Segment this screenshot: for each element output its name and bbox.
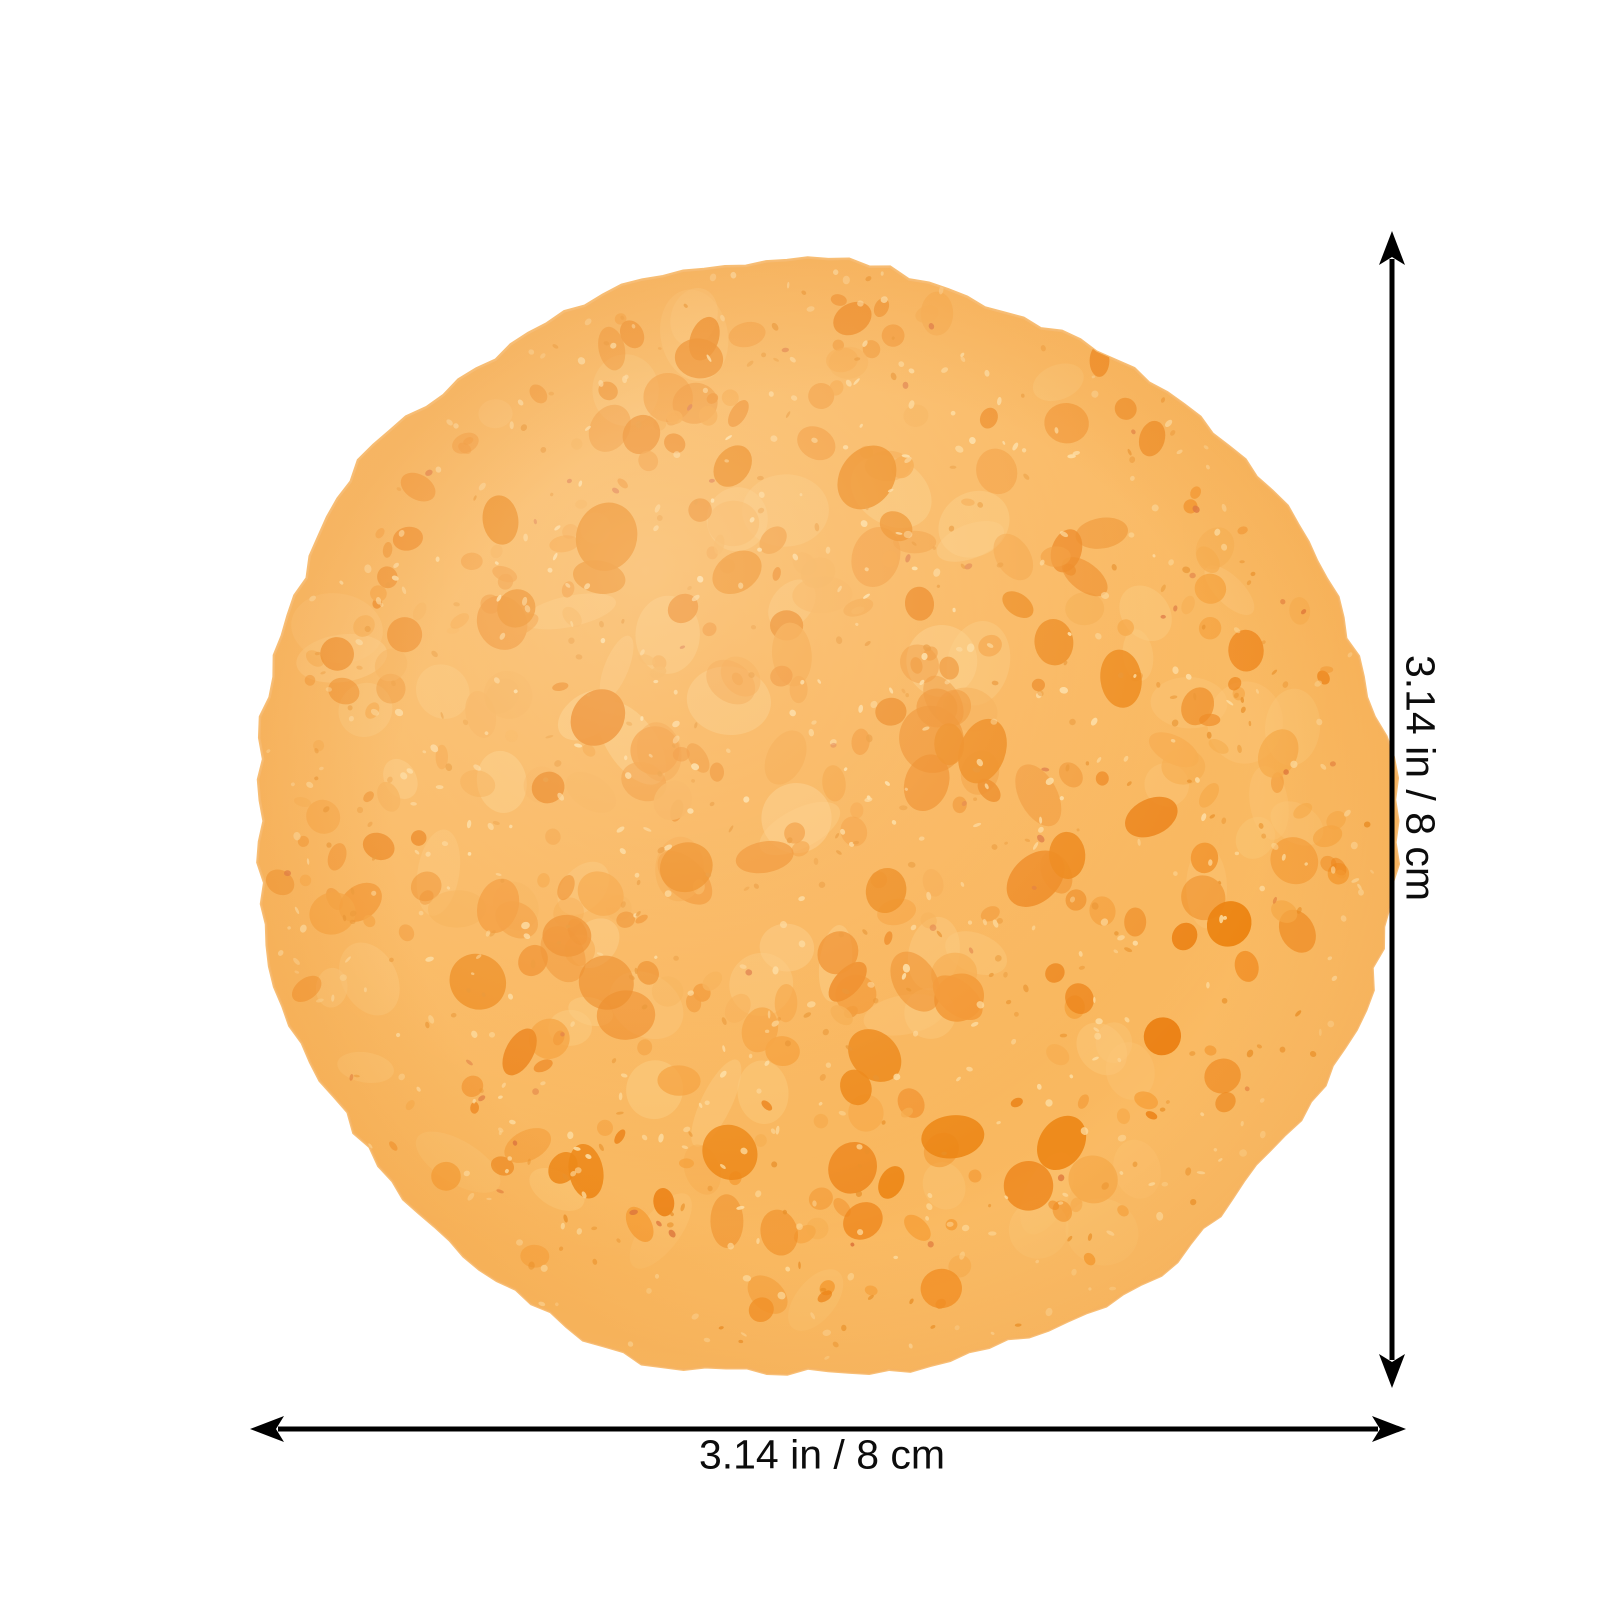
arrowhead-up-icon [1379, 231, 1405, 265]
dimension-annotations [250, 231, 1406, 1442]
arrowhead-left-icon [250, 1416, 284, 1442]
sponge-rim-shade [257, 257, 1399, 1375]
arrowhead-right-icon [1372, 1416, 1406, 1442]
arrowhead-down-icon [1379, 1354, 1405, 1388]
width-dimension-label: 3.14 in / 8 cm [698, 1431, 946, 1478]
height-dimension-label: 3.14 in / 8 cm [1397, 654, 1444, 902]
